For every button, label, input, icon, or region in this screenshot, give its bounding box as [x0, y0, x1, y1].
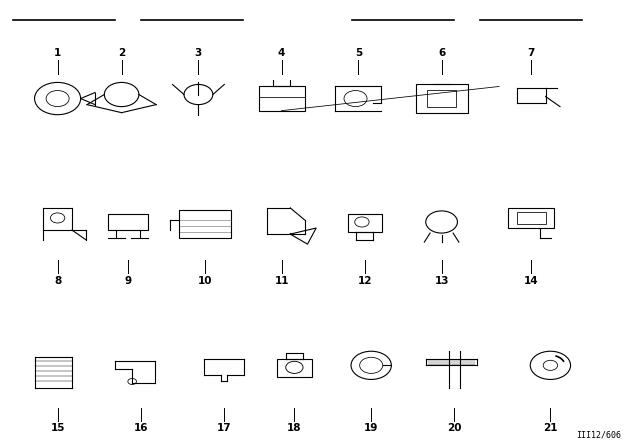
- Text: 13: 13: [435, 276, 449, 285]
- Text: 21: 21: [543, 423, 557, 433]
- Bar: [416, 84, 467, 112]
- Bar: [259, 86, 305, 111]
- Text: 17: 17: [217, 423, 231, 433]
- Text: 1: 1: [54, 48, 61, 58]
- Text: 19: 19: [364, 423, 378, 433]
- Text: 7: 7: [527, 48, 535, 58]
- Text: 11: 11: [275, 276, 289, 285]
- Text: 5: 5: [355, 48, 362, 58]
- Text: 18: 18: [287, 423, 301, 433]
- Bar: [108, 214, 148, 230]
- Text: 8: 8: [54, 276, 61, 285]
- Text: 6: 6: [438, 48, 445, 58]
- Text: 16: 16: [134, 423, 148, 433]
- Text: III12/606: III12/606: [576, 430, 621, 439]
- Text: 3: 3: [195, 48, 202, 58]
- Bar: [508, 208, 554, 228]
- Text: 10: 10: [198, 276, 212, 285]
- Text: 9: 9: [124, 276, 132, 285]
- Text: 2: 2: [118, 48, 125, 58]
- Text: 20: 20: [447, 423, 461, 433]
- Bar: [348, 214, 382, 232]
- Bar: [179, 210, 231, 238]
- Text: 4: 4: [278, 48, 285, 58]
- Text: 12: 12: [358, 276, 372, 285]
- Bar: [428, 90, 456, 107]
- Bar: [517, 212, 545, 224]
- Text: 15: 15: [51, 423, 65, 433]
- Bar: [277, 359, 312, 377]
- Text: 14: 14: [524, 276, 538, 285]
